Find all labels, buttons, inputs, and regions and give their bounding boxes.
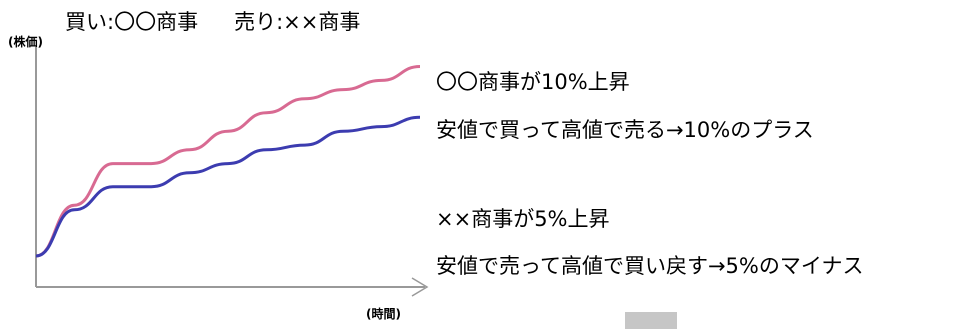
annotation-line-2: 安値で買って高値で売る→10%のプラス <box>436 118 814 142</box>
buy-label: 買い:〇〇商事 <box>65 10 199 34</box>
annotation-line-4: 安値で売って高値で買い戻す→5%のマイナス <box>436 254 864 278</box>
y-axis-label: (株価) <box>8 35 43 49</box>
series-layer <box>35 65 421 258</box>
x-axis-label: (時間) <box>366 307 401 321</box>
x-axis-arrowhead <box>411 277 429 297</box>
series-line-2 <box>35 115 421 258</box>
header: 買い:〇〇商事 売り:××商事 <box>65 6 360 36</box>
annotation-line-3: ××商事が5%上昇 <box>436 207 610 231</box>
series-line-1 <box>35 65 421 258</box>
sell-label: 売り:××商事 <box>234 10 361 34</box>
gray-box <box>625 312 677 329</box>
annotation-line-1: 〇〇商事が10%上昇 <box>436 70 630 94</box>
